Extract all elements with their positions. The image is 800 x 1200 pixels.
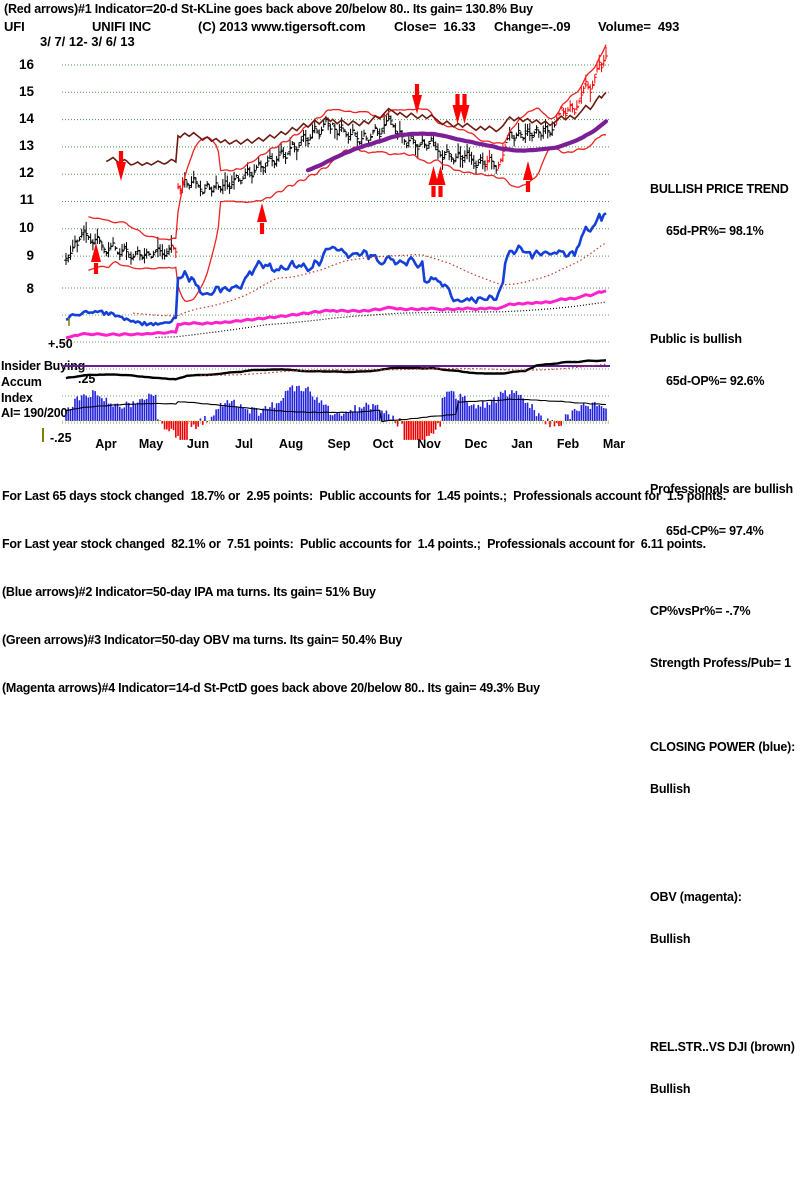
signal-arrows — [91, 84, 533, 274]
y-tick-10: 10 — [18, 220, 34, 235]
relative-strength-group: REL.STR..VS DJI (brown) Bullish — [650, 1012, 800, 1124]
y-tick-15: 15 — [18, 84, 34, 99]
x-tick-feb: Feb — [556, 437, 580, 451]
x-tick-mar: Mar — [602, 437, 626, 451]
closing-power-line — [65, 212, 607, 327]
x-tick-dec: Dec — [464, 437, 488, 451]
professionals-group: Professionals are bullish 65d-CP%= 97.4% — [650, 454, 800, 566]
y-tick-13: 13 — [18, 138, 34, 153]
price-change: Change=-.09 — [494, 19, 571, 34]
public-title: Public is bullish — [650, 332, 742, 346]
trend-group: BULLISH PRICE TREND 65d-PR%= 98.1% — [650, 154, 800, 266]
accumulation-index-line — [65, 359, 607, 381]
label-quarter: .25 — [78, 372, 96, 386]
x-tick-apr: Apr — [95, 437, 117, 451]
obv-line — [65, 289, 607, 340]
closing-power-guide — [133, 242, 607, 317]
summary-line-65days: For Last 65 days stock changed 18.7% or … — [2, 489, 726, 503]
indicator2-line: (Blue arrows)#2 Indicator=50-day IPA ma … — [2, 585, 376, 599]
indicator3-line: (Green arrows)#3 Indicator=50-day OBV ma… — [2, 633, 403, 647]
x-tick-nov: Nov — [417, 437, 441, 451]
rel-strength-title: REL.STR..VS DJI (brown) — [650, 1040, 795, 1054]
closing-power-title: CLOSING POWER (blue): — [650, 740, 796, 754]
trend-value: 65d-PR%= 98.1% — [666, 224, 764, 238]
company-name: UNIFI INC — [92, 19, 152, 34]
indicator4-line: (Magenta arrows)#4 Indicator=14-d St-Pct… — [2, 681, 540, 695]
accumulation-guide-line — [200, 363, 607, 376]
summary-text-block: For Last 65 days stock changed 18.7% or … — [2, 456, 726, 712]
rel-strength-value: Bullish — [650, 1082, 691, 1096]
public-value: 65d-OP%= 92.6% — [666, 374, 765, 388]
x-tick-jan: Jan — [511, 437, 533, 451]
y-tick-14: 14 — [18, 111, 34, 126]
ticker-symbol: UFI — [4, 19, 25, 34]
price-gridlines — [62, 64, 610, 424]
relative-strength-line — [105, 91, 607, 167]
y-tick-11: 11 — [19, 192, 34, 207]
histogram-moving-average — [65, 398, 607, 423]
summary-line-lastyear: For Last year stock changed 82.1% or 7.5… — [2, 537, 706, 551]
label-plus-half: +.50 — [48, 337, 73, 351]
obv-moving-average — [155, 301, 607, 339]
ticker-info-row: UFI UNIFI INC (C) 2013 www.tigersoft.com Cl… — [4, 19, 679, 34]
y-tick-12: 12 — [18, 165, 34, 180]
x-tick-oct: Oct — [372, 437, 394, 451]
pros-value: 65d-CP%= 97.4% — [666, 524, 764, 538]
trend-title: BULLISH PRICE TREND — [650, 182, 789, 196]
accumulation-histogram — [65, 385, 607, 440]
y-tick-8: 8 — [26, 281, 34, 296]
label-insider-buying: Insider Buying — [1, 359, 86, 373]
closing-power-value: Bullish — [650, 782, 691, 796]
bollinger-lower-band — [88, 134, 607, 303]
copyright-notice: (C) 2013 www.tigersoft.com — [198, 19, 366, 34]
closing-power-group: CLOSING POWER (blue): Bullish — [650, 712, 800, 824]
y-tick-16: 16 — [18, 57, 34, 72]
price-bars — [64, 46, 608, 265]
x-tick-jun: Jun — [186, 437, 210, 451]
obv-value: Bullish — [650, 932, 691, 946]
obv-group: OBV (magenta): Bullish — [650, 862, 800, 974]
label-ai-value: AI= 190/200 — [1, 406, 68, 420]
date-range: 3/ 7/ 12- 3/ 6/ 13 — [40, 34, 135, 49]
x-tick-jul: Jul — [234, 437, 254, 451]
indicator1-headline: (Red arrows)#1 Indicator=20-d St-KLine g… — [4, 2, 533, 16]
label-accum: Accum — [1, 375, 42, 389]
pros-title: Professionals are bullish — [650, 482, 793, 496]
label-minus-quarter: -.25 — [50, 431, 72, 445]
ma65-line — [305, 119, 609, 173]
bollinger-upper-band — [88, 44, 607, 241]
y-tick-9: 9 — [26, 248, 34, 263]
public-group: Public is bullish 65d-OP%= 92.6% — [650, 304, 800, 416]
volume: Volume= 493 — [598, 19, 680, 34]
x-tick-aug: Aug — [278, 437, 304, 451]
x-tick-sep: Sep — [327, 437, 351, 451]
obv-title: OBV (magenta): — [650, 890, 742, 904]
close-price: Close= 16.33 — [394, 19, 476, 34]
accumulation-group: Currently Accumulation IP= .163 — [650, 1174, 800, 1200]
label-index: Index — [1, 391, 33, 405]
x-tick-may: May — [138, 437, 164, 451]
